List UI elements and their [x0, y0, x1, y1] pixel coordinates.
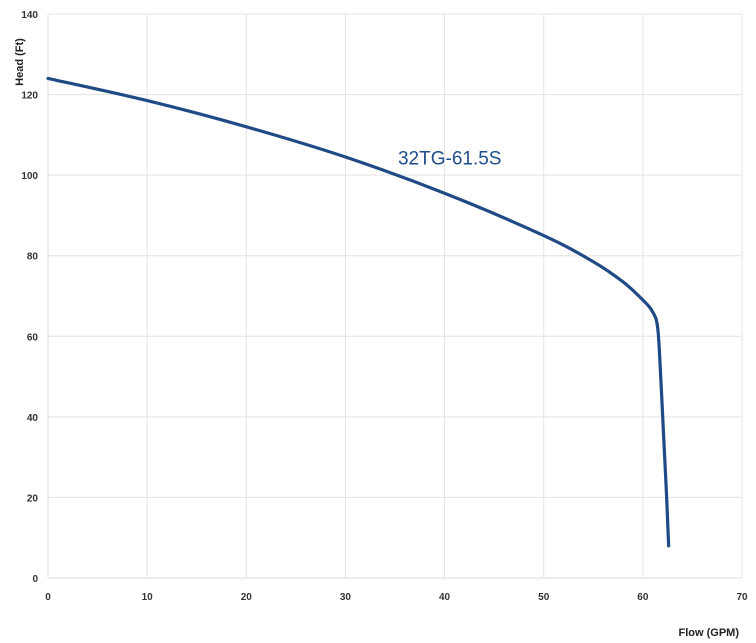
axes	[47, 14, 742, 579]
y-tick-label: 120	[21, 91, 38, 102]
y-tick-label: 140	[21, 10, 38, 21]
y-tick-label: 40	[27, 413, 39, 424]
x-tick-label: 10	[142, 592, 154, 603]
y-axis-label: Head (Ft)	[14, 38, 26, 86]
x-tick-label: 70	[736, 592, 748, 603]
y-tick-label: 100	[21, 171, 38, 182]
y-tick-label: 80	[27, 252, 39, 263]
y-tick-label: 0	[32, 574, 38, 585]
y-axis-ticks: 0 20 40 60 80 100 120 140	[21, 10, 38, 585]
y-tick-label: 60	[27, 332, 39, 343]
x-tick-label: 40	[439, 592, 451, 603]
series-line-32tg-61-5s	[46, 76, 671, 548]
x-axis-label: Flow (GPM)	[679, 627, 740, 639]
x-tick-label: 30	[340, 592, 352, 603]
x-axis-ticks: 0 10 20 30 40 50 60 70	[45, 592, 748, 603]
x-tick-label: 60	[637, 592, 649, 603]
series-label: 32TG-61.5S	[398, 148, 502, 169]
x-tick-label: 50	[538, 592, 550, 603]
x-tick-label: 0	[45, 592, 51, 603]
y-tick-label: 20	[27, 493, 39, 504]
x-tick-label: 20	[241, 592, 253, 603]
